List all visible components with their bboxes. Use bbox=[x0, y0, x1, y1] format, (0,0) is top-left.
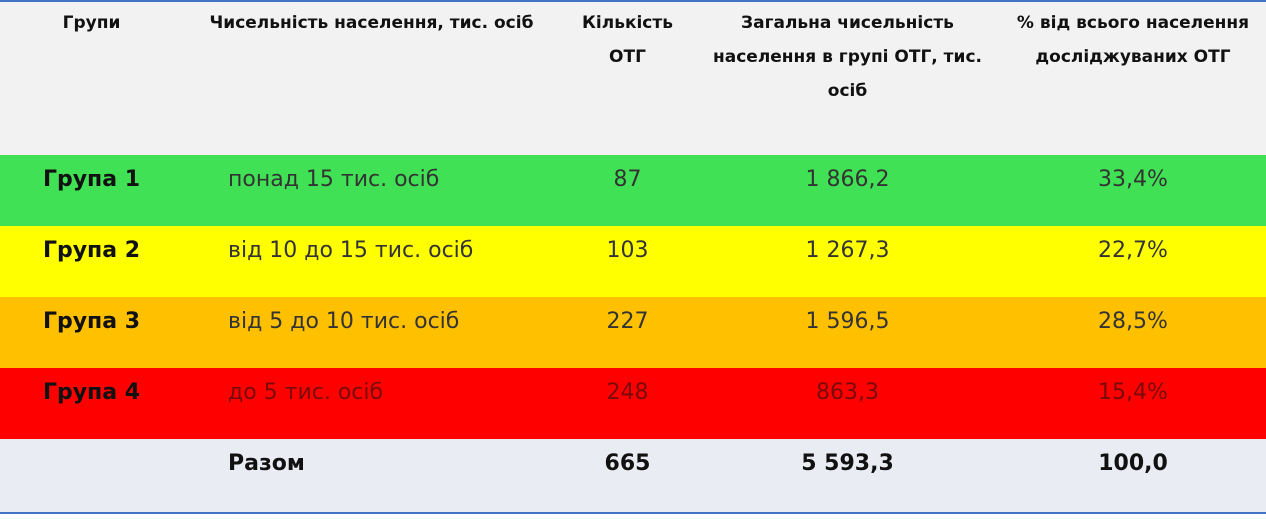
table-cell: до 5 тис. осіб bbox=[183, 368, 560, 439]
table-cell: понад 15 тис. осіб bbox=[183, 155, 560, 226]
table-cell: 87 bbox=[560, 155, 695, 226]
table-cell: від 10 до 15 тис. осіб bbox=[183, 226, 560, 297]
table-cell: 1 866,2 bbox=[695, 155, 1000, 226]
table-cell: 248 bbox=[560, 368, 695, 439]
table-cell: Група 4 bbox=[0, 368, 183, 439]
header-row: Групи Чисельність населення, тис. осіб Кіл… bbox=[0, 1, 1266, 155]
table-cell: Група 3 bbox=[0, 297, 183, 368]
table-cell: від 5 до 10 тис. осіб bbox=[183, 297, 560, 368]
table-cell: 1 596,5 bbox=[695, 297, 1000, 368]
table-cell bbox=[0, 439, 183, 513]
table-cell: Група 1 bbox=[0, 155, 183, 226]
total-cell: Разом bbox=[183, 439, 560, 513]
total-row: Разом 665 5 593,3 100,0 bbox=[0, 439, 1266, 513]
header-cell: % від всього населення досліджуваних ОТГ bbox=[1000, 1, 1266, 155]
total-cell: 100,0 bbox=[1000, 439, 1266, 513]
table-row: Група 2 від 10 до 15 тис. осіб 103 1 267,3 2… bbox=[0, 226, 1266, 297]
table-cell: 15,4% bbox=[1000, 368, 1266, 439]
table-cell: Група 2 bbox=[0, 226, 183, 297]
table-cell: 227 bbox=[560, 297, 695, 368]
header-cell: Групи bbox=[0, 1, 183, 155]
table-cell: 22,7% bbox=[1000, 226, 1266, 297]
table-cell: 103 bbox=[560, 226, 695, 297]
table-row: Група 3 від 5 до 10 тис. осіб 227 1 596,5 28… bbox=[0, 297, 1266, 368]
header-cell: Загальна чисельність населення в групі О… bbox=[695, 1, 1000, 155]
table-cell: 863,3 bbox=[695, 368, 1000, 439]
table-cell: 1 267,3 bbox=[695, 226, 1000, 297]
header-cell: Чисельність населення, тис. осіб bbox=[183, 1, 560, 155]
total-cell: 5 593,3 bbox=[695, 439, 1000, 513]
total-cell: 665 bbox=[560, 439, 695, 513]
header-cell: Кількість ОТГ bbox=[560, 1, 695, 155]
table-cell: 28,5% bbox=[1000, 297, 1266, 368]
table-cell: 33,4% bbox=[1000, 155, 1266, 226]
table-row: Група 4 до 5 тис. осіб 248 863,3 15,4% bbox=[0, 368, 1266, 439]
table-body: Група 1 понад 15 тис. осіб 87 1 866,2 33,4% Г… bbox=[0, 155, 1266, 513]
table-row: Група 1 понад 15 тис. осіб 87 1 866,2 33,4% bbox=[0, 155, 1266, 226]
